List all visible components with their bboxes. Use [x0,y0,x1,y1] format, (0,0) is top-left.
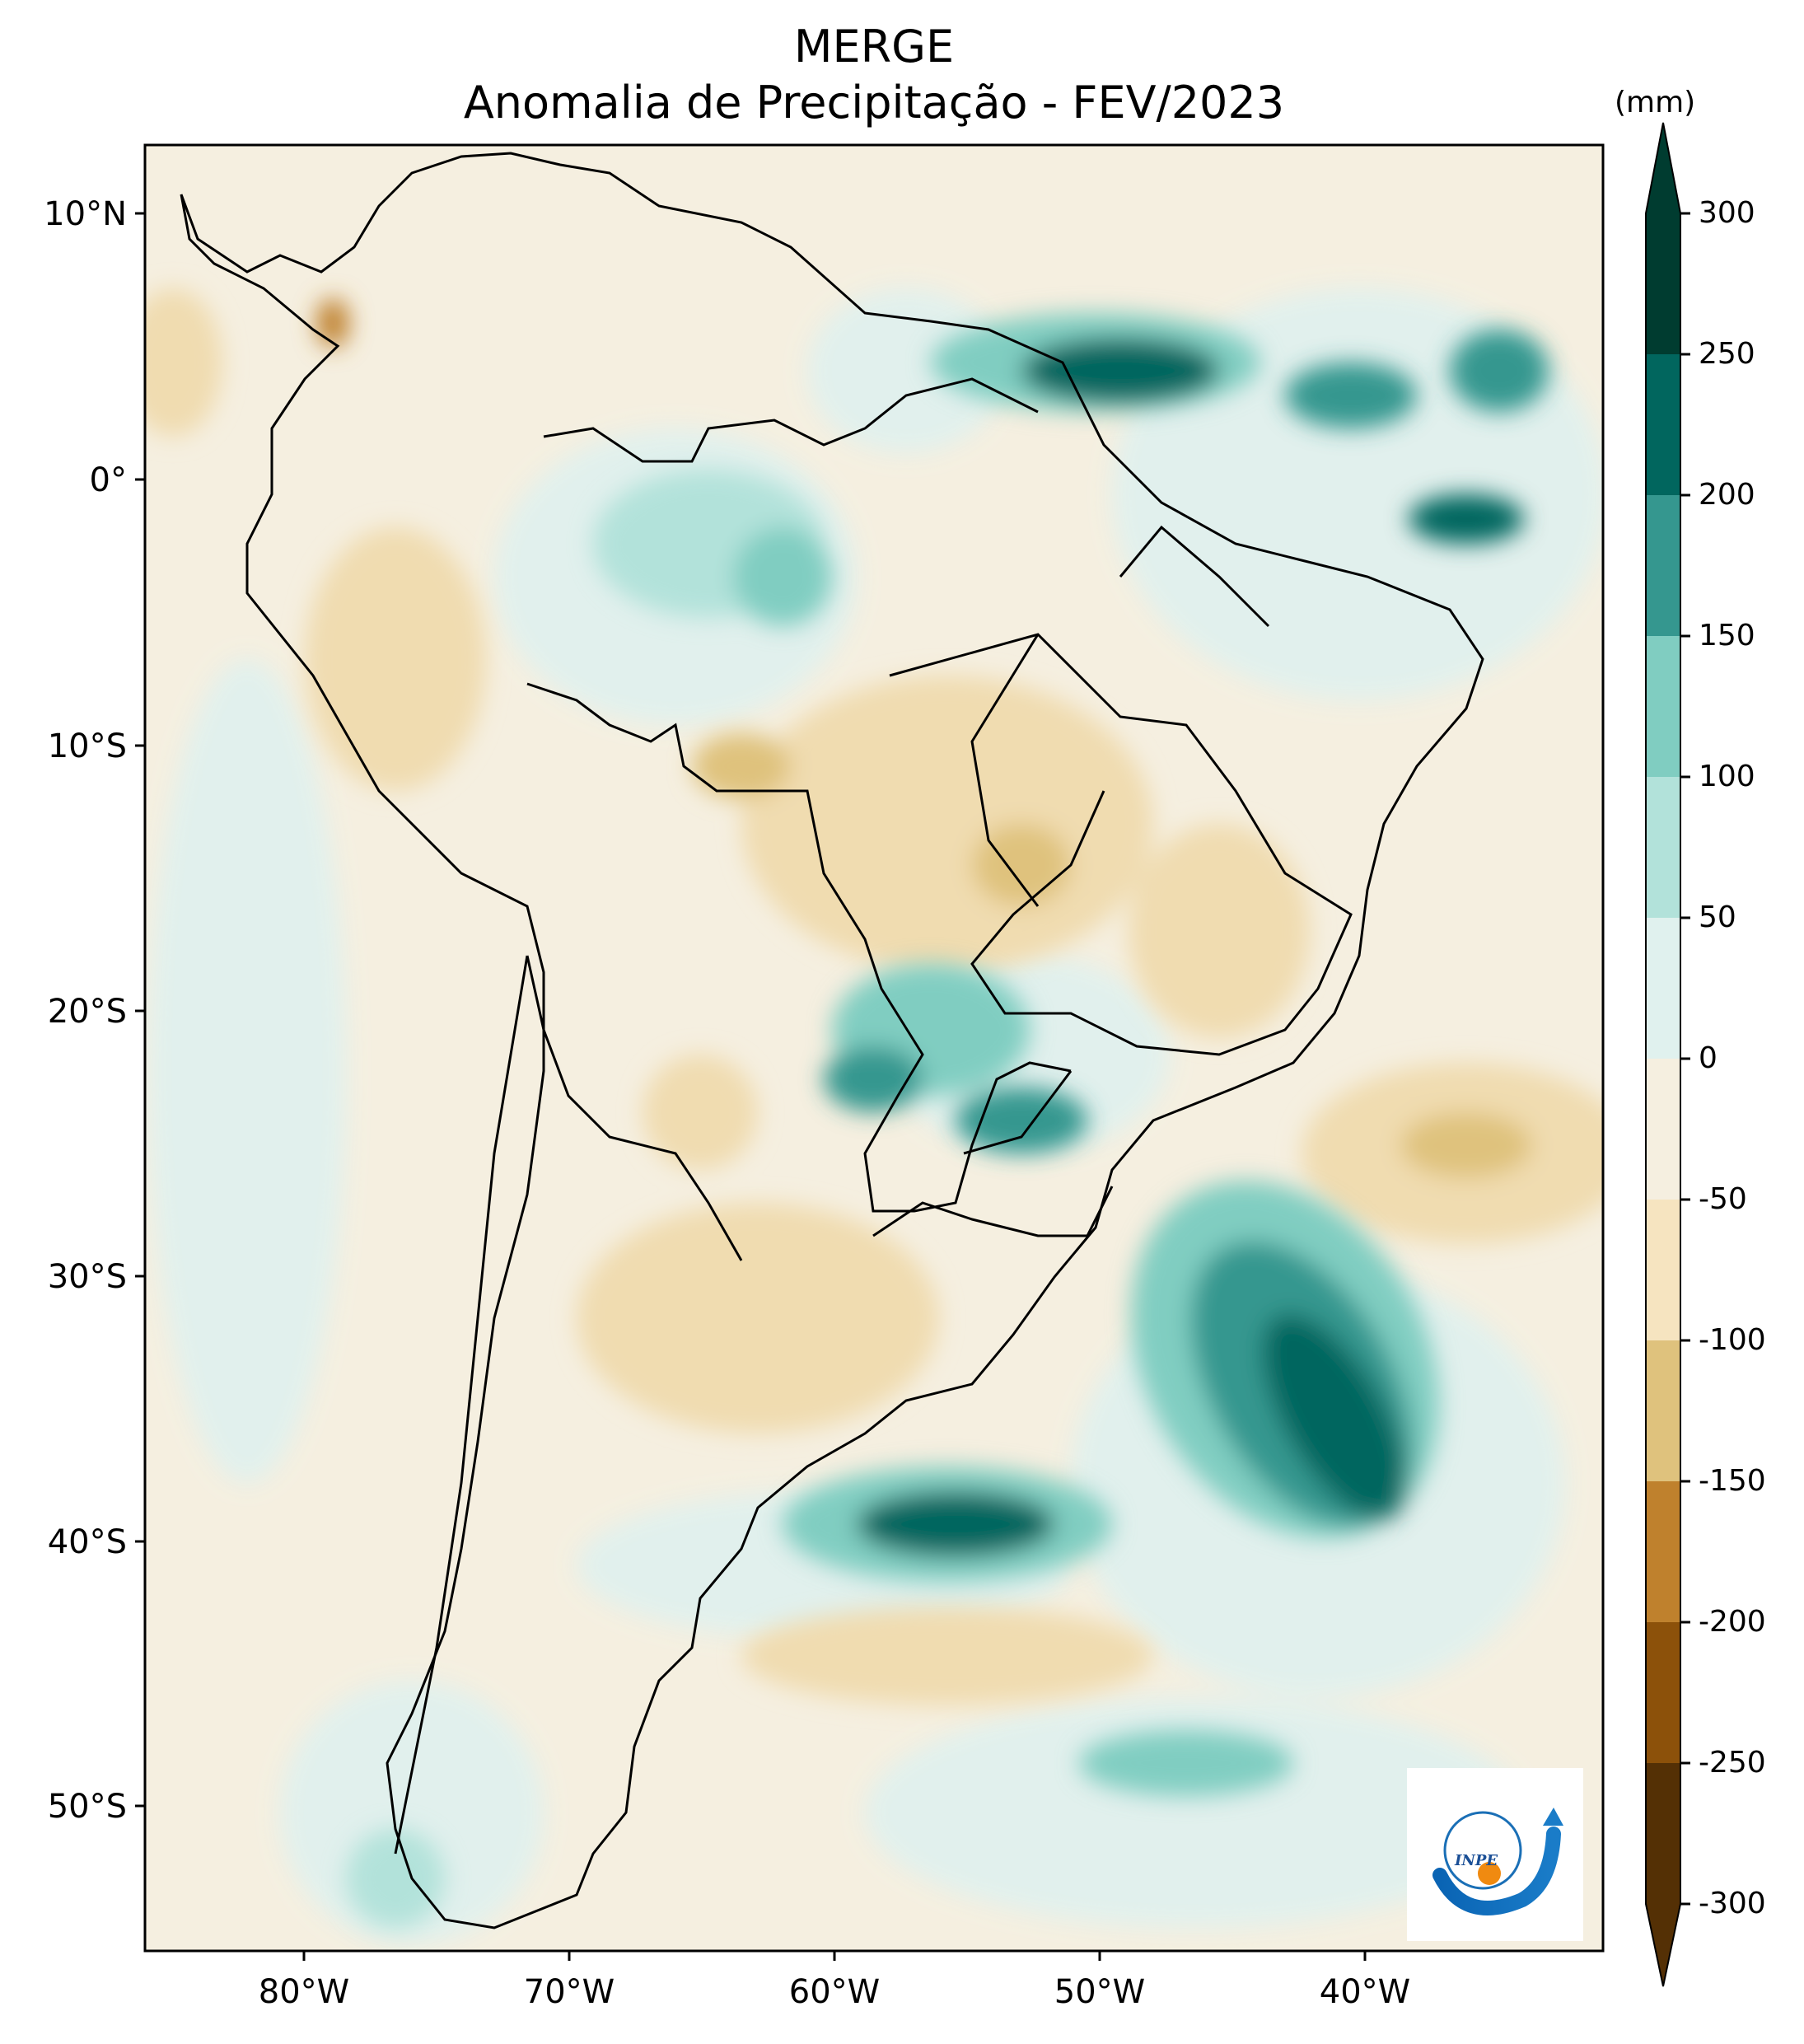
colorbar-label: -50 [1699,1182,1747,1216]
colorbar-segment [1646,1763,1680,1904]
colorbar-label: 300 [1699,196,1755,230]
lon-label-60w: 60°W [788,1973,881,2011]
lat-label-50s: 50°S [47,1788,127,1826]
colorbar-label: 200 [1699,478,1755,512]
colorbar-segment [1646,354,1680,495]
colorbar-segment [1646,1481,1680,1622]
map-title: MERGE [793,21,955,72]
inpe-logo-icon: INPE [1432,1808,1563,1915]
anomaly-fields [145,288,1603,1944]
colorbar-segment [1646,777,1680,918]
inpe-logo: INPE [1407,1768,1583,1941]
axis-ticks [135,212,1367,1961]
colorbar-label: -150 [1699,1464,1766,1498]
map-frame [143,143,1605,1953]
colorbar-label: 250 [1699,337,1755,371]
colorbar-label: 100 [1699,760,1755,793]
colorbar [1645,122,1681,1987]
lat-label-10n: 10°N [44,195,127,233]
colorbar-unit: (mm) [1615,86,1696,119]
lon-label-50w: 50°W [1054,1973,1146,2011]
colorbar-label: -300 [1699,1887,1766,1920]
colorbar-segment [1646,918,1680,1059]
colorbar-segment [1646,636,1680,777]
andes-border [394,955,743,1855]
lat-label-20s: 20°S [47,993,127,1031]
colorbar-label: 0 [1699,1041,1718,1075]
colorbar-segment [1646,1200,1680,1340]
lat-label-40s: 40°S [47,1523,127,1561]
colorbar-extend-bottom [1646,1904,1680,1986]
south-america-coastline [180,152,1484,1929]
colorbar-segment [1646,1059,1680,1200]
lat-label-10s: 10°S [47,727,127,765]
colorbar-label: -200 [1699,1605,1766,1639]
colorbar-label: -100 [1699,1323,1766,1357]
colorbar-label: -250 [1699,1746,1766,1780]
brazil-border [526,377,1072,1213]
lon-label-70w: 70°W [523,1973,615,2011]
colorbar-segment [1646,1340,1680,1481]
colorbar-label: 50 [1699,900,1736,934]
colorbar-extend-top [1646,123,1680,213]
colorbar-segment [1646,213,1680,354]
inpe-logo-text: INPE [1454,1852,1498,1869]
colorbar-label: 150 [1699,619,1755,652]
lon-label-40w: 40°W [1319,1973,1411,2011]
colorbar-ticks [1680,212,1690,1906]
colorbar-segment [1646,1622,1680,1763]
lat-label-0: 0° [89,461,127,499]
colorbar-segment [1646,495,1680,636]
states-border [872,525,1353,1237]
lon-label-80w: 80°W [258,1973,350,2011]
lat-label-30s: 30°S [47,1258,127,1296]
coastlines-and-borders [180,152,1484,1929]
map-subtitle: Anomalia de Precipitação - FEV/2023 [463,77,1285,129]
